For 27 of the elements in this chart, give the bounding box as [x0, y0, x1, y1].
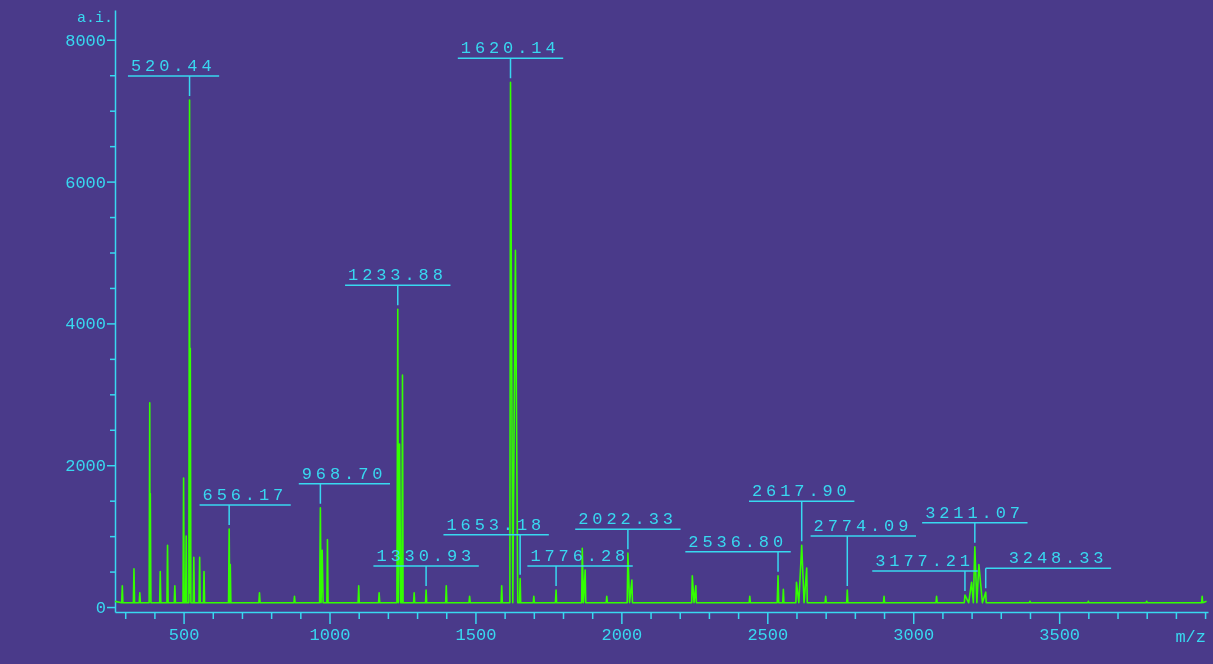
- x-tick-label: 1000: [309, 625, 351, 645]
- y-axis-title: a.i.: [76, 10, 113, 27]
- annotation: 2536.80: [688, 532, 788, 552]
- annotation: 2617.90: [752, 482, 851, 502]
- annotation: 1233.88: [348, 266, 447, 286]
- y-tick-label: 4000: [65, 315, 106, 335]
- annotation: 2022.33: [578, 510, 677, 530]
- x-tick-label: 2000: [601, 625, 643, 645]
- x-tick-label: 500: [168, 625, 200, 645]
- x-tick-label: 3500: [1039, 625, 1081, 645]
- y-tick-label: 0: [95, 598, 106, 618]
- y-tick-label: 8000: [65, 31, 106, 51]
- annotation: 1620.14: [460, 39, 560, 59]
- y-tick-label: 2000: [65, 457, 106, 477]
- annotation: 3248.33: [1008, 549, 1108, 569]
- annotation: 3177.21: [875, 551, 974, 571]
- annotation: 968.70: [301, 464, 387, 484]
- annotation: 520.44: [130, 57, 216, 77]
- x-tick-label: 1500: [455, 625, 497, 645]
- x-tick-label: 3000: [893, 625, 935, 645]
- annotation: 2774.09: [813, 517, 913, 537]
- y-tick-label: 6000: [65, 173, 106, 193]
- x-tick-label: 2500: [747, 625, 789, 645]
- line-series: [114, 81, 1208, 604]
- x-axis-title: m/z: [1175, 628, 1206, 647]
- annotation: 3211.07: [925, 503, 1024, 523]
- annotation: 656.17: [202, 486, 288, 506]
